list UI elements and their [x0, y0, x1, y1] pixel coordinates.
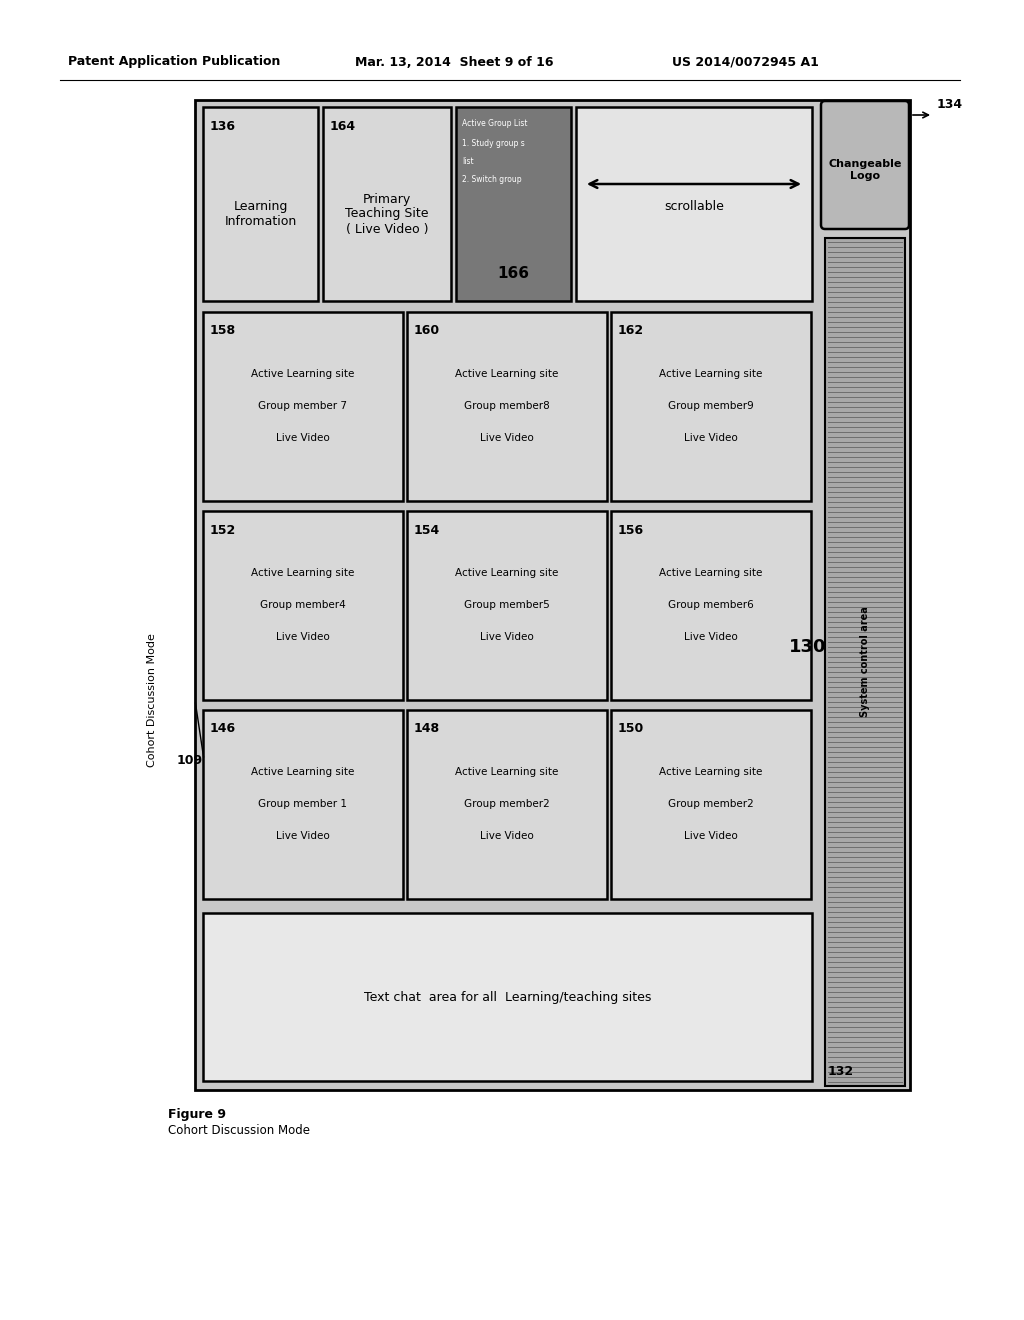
- Text: Active Learning site: Active Learning site: [456, 370, 559, 379]
- Text: Active Learning site: Active Learning site: [456, 568, 559, 578]
- Text: Group member 1: Group member 1: [258, 799, 347, 809]
- Bar: [407, 710, 607, 899]
- Text: list: list: [462, 157, 474, 166]
- Text: Active Learning site: Active Learning site: [659, 568, 763, 578]
- Bar: [575, 107, 812, 301]
- Text: Group member4: Group member4: [260, 601, 346, 610]
- Text: Live Video: Live Video: [276, 632, 330, 642]
- Text: Group member8: Group member8: [464, 401, 550, 411]
- Text: Cohort Discussion Mode: Cohort Discussion Mode: [168, 1125, 310, 1137]
- Bar: [195, 100, 910, 1090]
- Text: 146: 146: [210, 722, 237, 735]
- Text: Group member2: Group member2: [464, 799, 550, 809]
- Text: System control area: System control area: [860, 607, 870, 717]
- Bar: [611, 511, 811, 700]
- Text: 130: 130: [790, 639, 826, 656]
- Text: Group member2: Group member2: [668, 799, 754, 809]
- Text: US 2014/0072945 A1: US 2014/0072945 A1: [672, 55, 819, 69]
- Text: Live Video: Live Video: [276, 433, 330, 444]
- Text: Figure 9: Figure 9: [168, 1107, 226, 1121]
- Text: Active Learning site: Active Learning site: [251, 767, 354, 777]
- Text: 109: 109: [177, 754, 203, 767]
- Text: Live Video: Live Video: [276, 832, 330, 841]
- Text: Live Video: Live Video: [480, 832, 534, 841]
- Text: Active Learning site: Active Learning site: [456, 767, 559, 777]
- Text: 152: 152: [210, 524, 237, 536]
- Text: Active Group List: Active Group List: [462, 120, 527, 128]
- Text: 1. Study group s: 1. Study group s: [462, 140, 524, 149]
- Text: 162: 162: [618, 325, 644, 338]
- Text: Primary
Teaching Site
( Live Video ): Primary Teaching Site ( Live Video ): [345, 193, 429, 235]
- Text: Active Learning site: Active Learning site: [659, 370, 763, 379]
- Text: Group member 7: Group member 7: [258, 401, 347, 411]
- Text: 158: 158: [210, 325, 237, 338]
- Bar: [825, 238, 905, 1086]
- Text: Live Video: Live Video: [684, 632, 738, 642]
- Text: Active Learning site: Active Learning site: [659, 767, 763, 777]
- Text: Mar. 13, 2014  Sheet 9 of 16: Mar. 13, 2014 Sheet 9 of 16: [355, 55, 554, 69]
- Text: Live Video: Live Video: [480, 433, 534, 444]
- Text: Patent Application Publication: Patent Application Publication: [68, 55, 281, 69]
- Text: 154: 154: [414, 524, 440, 536]
- Bar: [203, 511, 403, 700]
- Text: 164: 164: [330, 120, 356, 132]
- Bar: [203, 710, 403, 899]
- FancyBboxPatch shape: [821, 102, 909, 228]
- Bar: [611, 710, 811, 899]
- Text: 166: 166: [498, 267, 529, 281]
- Text: 160: 160: [414, 325, 440, 338]
- Text: Changeable
Logo: Changeable Logo: [828, 160, 902, 181]
- Text: Live Video: Live Video: [480, 632, 534, 642]
- Text: 132: 132: [828, 1065, 854, 1078]
- Bar: [611, 312, 811, 502]
- Bar: [407, 312, 607, 502]
- Bar: [456, 107, 571, 301]
- Bar: [407, 511, 607, 700]
- Bar: [203, 312, 403, 502]
- Bar: [323, 107, 451, 301]
- Text: 156: 156: [618, 524, 644, 536]
- Text: 150: 150: [618, 722, 644, 735]
- Text: Group member6: Group member6: [668, 601, 754, 610]
- Text: Live Video: Live Video: [684, 433, 738, 444]
- Text: 2. Switch group: 2. Switch group: [462, 176, 521, 185]
- Text: Active Learning site: Active Learning site: [251, 370, 354, 379]
- Text: scrollable: scrollable: [664, 199, 724, 213]
- Text: 148: 148: [414, 722, 440, 735]
- Text: Learning
Infromation: Learning Infromation: [224, 201, 297, 228]
- Bar: [203, 107, 318, 301]
- Text: Group member9: Group member9: [668, 401, 754, 411]
- Bar: [203, 913, 812, 1081]
- Text: Active Learning site: Active Learning site: [251, 568, 354, 578]
- Text: Live Video: Live Video: [684, 832, 738, 841]
- Text: Group member5: Group member5: [464, 601, 550, 610]
- Text: 134: 134: [937, 99, 964, 111]
- Text: Text chat  area for all  Learning/teaching sites: Text chat area for all Learning/teaching…: [364, 990, 651, 1003]
- Text: Cohort Discussion Mode: Cohort Discussion Mode: [147, 634, 157, 767]
- Text: 136: 136: [210, 120, 236, 132]
